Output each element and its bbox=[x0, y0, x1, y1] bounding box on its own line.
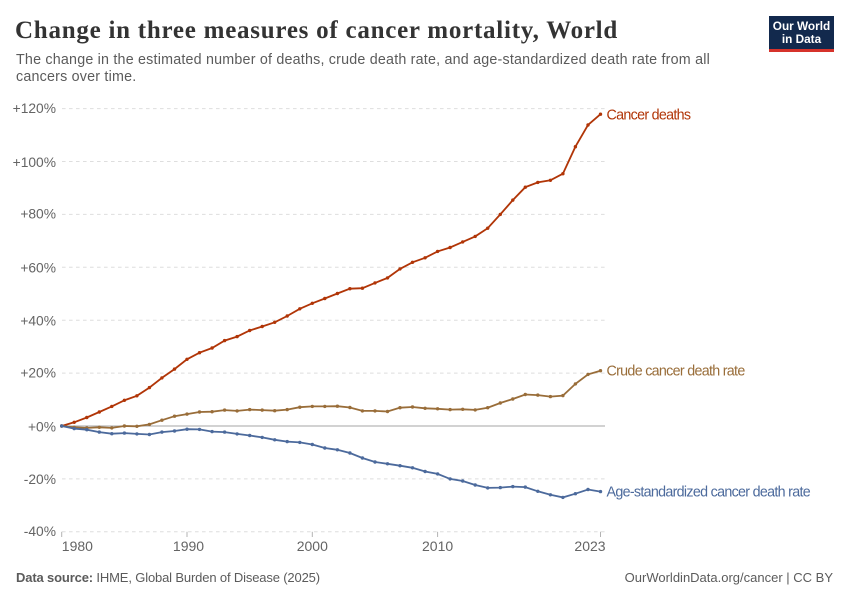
svg-text:1980: 1980 bbox=[62, 538, 93, 554]
svg-text:-40%: -40% bbox=[24, 524, 56, 539]
svg-text:-20%: -20% bbox=[24, 472, 56, 487]
svg-text:Crude cancer death rate: Crude cancer death rate bbox=[607, 364, 746, 380]
svg-text:+0%: +0% bbox=[28, 419, 56, 434]
svg-text:+20%: +20% bbox=[20, 365, 56, 380]
svg-text:+120%: +120% bbox=[13, 101, 56, 116]
svg-text:+40%: +40% bbox=[20, 314, 56, 329]
svg-text:2023: 2023 bbox=[574, 538, 605, 554]
svg-text:+60%: +60% bbox=[20, 261, 56, 276]
svg-text:2000: 2000 bbox=[297, 538, 328, 554]
svg-text:Cancer deaths: Cancer deaths bbox=[607, 108, 691, 124]
svg-text:Age-standardized cancer death: Age-standardized cancer death rate bbox=[607, 485, 811, 501]
svg-text:+100%: +100% bbox=[13, 155, 56, 170]
svg-text:1990: 1990 bbox=[173, 538, 204, 554]
svg-text:2010: 2010 bbox=[422, 538, 453, 554]
svg-text:+80%: +80% bbox=[20, 207, 56, 222]
